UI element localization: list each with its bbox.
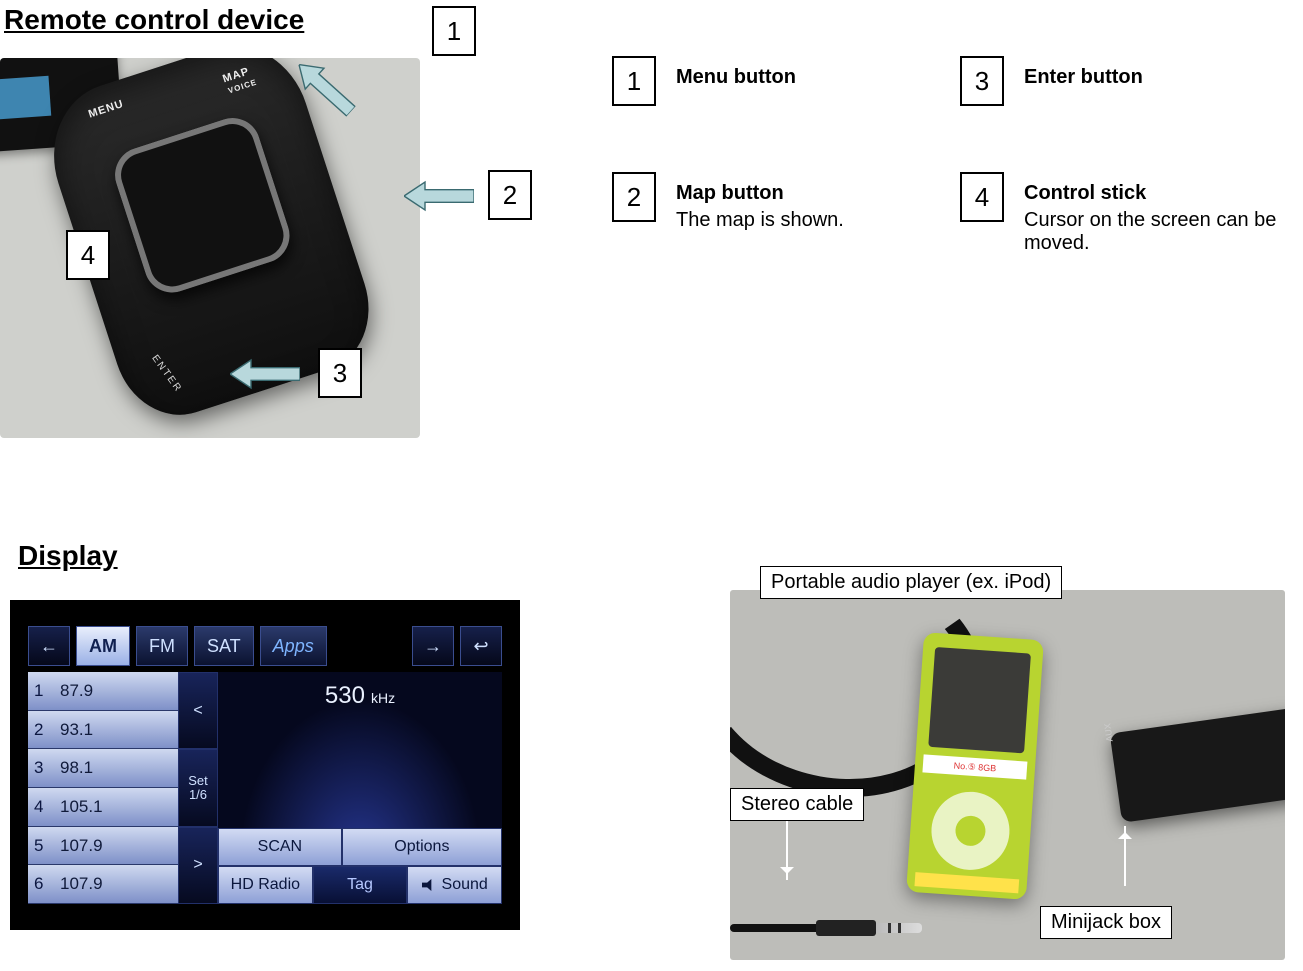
preset-set-indicator[interactable]: Set 1/6 (178, 749, 218, 826)
preset-idx: 3 (34, 758, 50, 778)
tab-fm[interactable]: FM (136, 626, 188, 666)
display-photo: ← AM FM SAT Apps → ↩ 1 87.9 2 93.1 3 98.… (10, 600, 520, 930)
ipod-photo: No.⑤ 8GB AUX (730, 590, 1285, 960)
frequency-value: 530 (325, 682, 365, 710)
legend-4-desc: Cursor on the screen can be moved. (1024, 209, 1303, 255)
section-title-remote: Remote control device (4, 4, 304, 36)
legend-1-title: Menu button (676, 66, 796, 89)
preset-idx: 1 (34, 681, 50, 701)
tab-sat[interactable]: SAT (194, 626, 254, 666)
sound-label: Sound (442, 876, 488, 894)
preset-row[interactable]: 4 105.1 (28, 788, 178, 827)
preset-idx: 5 (34, 836, 50, 856)
ipod-clickwheel (929, 789, 1012, 872)
legend-4-num: 4 (960, 172, 1004, 222)
ipod-screen (928, 647, 1031, 753)
legend-3-num: 3 (960, 56, 1004, 106)
aux-label: AUX (1102, 723, 1114, 743)
preset-idx: 4 (34, 797, 50, 817)
preset-row[interactable]: 5 107.9 (28, 827, 178, 866)
callout-1-box: 1 (432, 6, 476, 56)
enter-label: ENTER (149, 353, 184, 395)
menu-label: MENU (87, 98, 125, 121)
legend-2-title: Map button (676, 182, 936, 205)
callout-2-box: 2 (488, 170, 532, 220)
tab-next[interactable]: → (412, 626, 454, 666)
legend-2-desc: The map is shown. (676, 209, 936, 232)
section-title-display: Display (18, 540, 118, 572)
sound-icon (422, 879, 436, 891)
preset-freq: 98.1 (60, 758, 93, 778)
minijack-box-device: AUX (1110, 707, 1285, 823)
ipod-device: No.⑤ 8GB (906, 632, 1044, 900)
tab-apps[interactable]: Apps (260, 626, 327, 666)
preset-freq: 107.9 (60, 874, 103, 894)
preset-idx: 2 (34, 720, 50, 740)
preset-freq: 105.1 (60, 797, 103, 817)
options-button[interactable]: Options (342, 828, 502, 866)
preset-row[interactable]: 2 93.1 (28, 711, 178, 750)
sound-button[interactable]: Sound (407, 866, 502, 904)
preset-list: 1 87.9 2 93.1 3 98.1 4 105.1 5 107.9 6 1… (28, 672, 178, 904)
arrow-3 (230, 356, 300, 392)
tab-am[interactable]: AM (76, 626, 130, 666)
label-portable-player: Portable audio player (ex. iPod) (760, 566, 1062, 599)
label-stereo-cable: Stereo cable (730, 788, 864, 821)
control-stick-pad (108, 111, 297, 300)
preset-freq: 107.9 (60, 836, 103, 856)
display-tab-row: ← AM FM SAT Apps → ↩ (28, 626, 502, 666)
ipod-sticker: No.⑤ 8GB (922, 754, 1027, 779)
tab-back[interactable]: ↩ (460, 626, 502, 666)
preset-row[interactable]: 3 98.1 (28, 749, 178, 788)
frequency-unit: kHz (371, 690, 395, 706)
preset-freq: 93.1 (60, 720, 93, 740)
preset-row[interactable]: 1 87.9 (28, 672, 178, 711)
legend-2-num: 2 (612, 172, 656, 222)
tab-prev[interactable]: ← (28, 626, 70, 666)
callout-4-box: 4 (66, 230, 110, 280)
preset-down-button[interactable]: > (178, 827, 218, 904)
preset-freq: 87.9 (60, 681, 93, 701)
scan-button[interactable]: SCAN (218, 828, 342, 866)
preset-scroll-col: < Set 1/6 > (178, 672, 218, 904)
legend-4-title: Control stick (1024, 182, 1303, 205)
ipod-bottom-sticker (914, 872, 1019, 893)
preset-idx: 6 (34, 874, 50, 894)
legend-1-num: 1 (612, 56, 656, 106)
stereo-arrow (786, 820, 788, 880)
callout-3-box: 3 (318, 348, 362, 398)
frequency-display: 530 kHz (218, 672, 502, 828)
stereo-cable-plug (760, 918, 940, 938)
tag-button[interactable]: Tag (313, 866, 408, 904)
arrow-2 (404, 178, 474, 214)
preset-up-button[interactable]: < (178, 672, 218, 749)
legend-3-title: Enter button (1024, 66, 1143, 89)
label-minijack-box: Minijack box (1040, 906, 1172, 939)
minijack-arrow (1124, 826, 1126, 886)
preset-row[interactable]: 6 107.9 (28, 865, 178, 904)
hd-radio-button[interactable]: HD Radio (218, 866, 313, 904)
